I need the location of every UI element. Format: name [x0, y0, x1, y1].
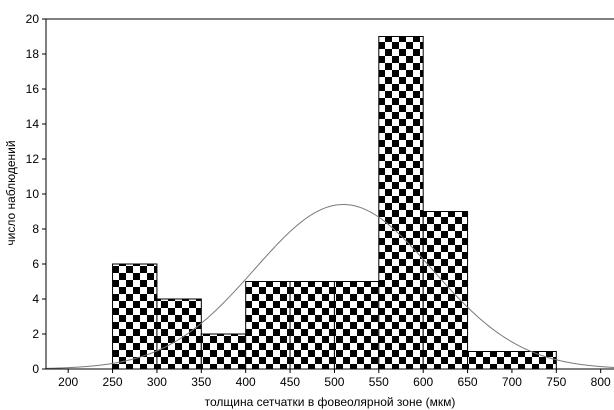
x-tick-label: 200	[58, 375, 78, 389]
x-tick-label: 400	[236, 375, 256, 389]
histogram-bar	[112, 263, 158, 370]
y-tick-label: 8	[32, 222, 39, 236]
histogram-bar	[200, 333, 247, 370]
y-tick-label: 16	[26, 82, 40, 96]
x-tick-label: 500	[324, 375, 344, 389]
x-tick-label: 750	[546, 375, 566, 389]
y-tick-label: 20	[26, 12, 40, 26]
y-tick-label: 12	[26, 152, 40, 166]
x-tick-label: 450	[280, 375, 300, 389]
histogram-bar	[289, 281, 335, 370]
y-tick-label: 18	[26, 47, 40, 61]
histogram-bar	[156, 298, 202, 370]
histogram-bar	[467, 351, 557, 370]
x-tick-label: 600	[413, 375, 433, 389]
x-axis-label: толщина сетчатки в фовеолярной зоне (мкм…	[205, 395, 456, 409]
ticks-layer: 0 2 4 6 8 10 12 14 16 18 20 200 250 300 350 400 450 500 55…	[26, 12, 611, 389]
y-tick-label: 14	[26, 117, 40, 131]
x-tick-label: 250	[103, 375, 123, 389]
y-tick-label: 4	[32, 292, 39, 306]
histogram-bar	[333, 281, 380, 370]
histogram-bar	[245, 281, 291, 370]
y-tick-label: 10	[26, 187, 40, 201]
y-tick-label: 0	[32, 362, 39, 376]
x-tick-label: 300	[147, 375, 167, 389]
x-tick-label: 700	[502, 375, 522, 389]
y-tick-label: 2	[32, 327, 39, 341]
x-tick-label: 650	[458, 375, 478, 389]
y-tick-label: 6	[32, 257, 39, 271]
normal-fit-curve	[45, 204, 614, 369]
bars-layer	[112, 36, 557, 370]
x-tick-label: 350	[191, 375, 211, 389]
histogram-bar	[422, 211, 469, 370]
x-tick-label: 550	[369, 375, 389, 389]
y-axis-label: число наблюдений	[4, 140, 18, 245]
curve-layer	[45, 204, 614, 369]
histogram-bar	[378, 36, 424, 370]
x-tick-label: 800	[591, 375, 611, 389]
